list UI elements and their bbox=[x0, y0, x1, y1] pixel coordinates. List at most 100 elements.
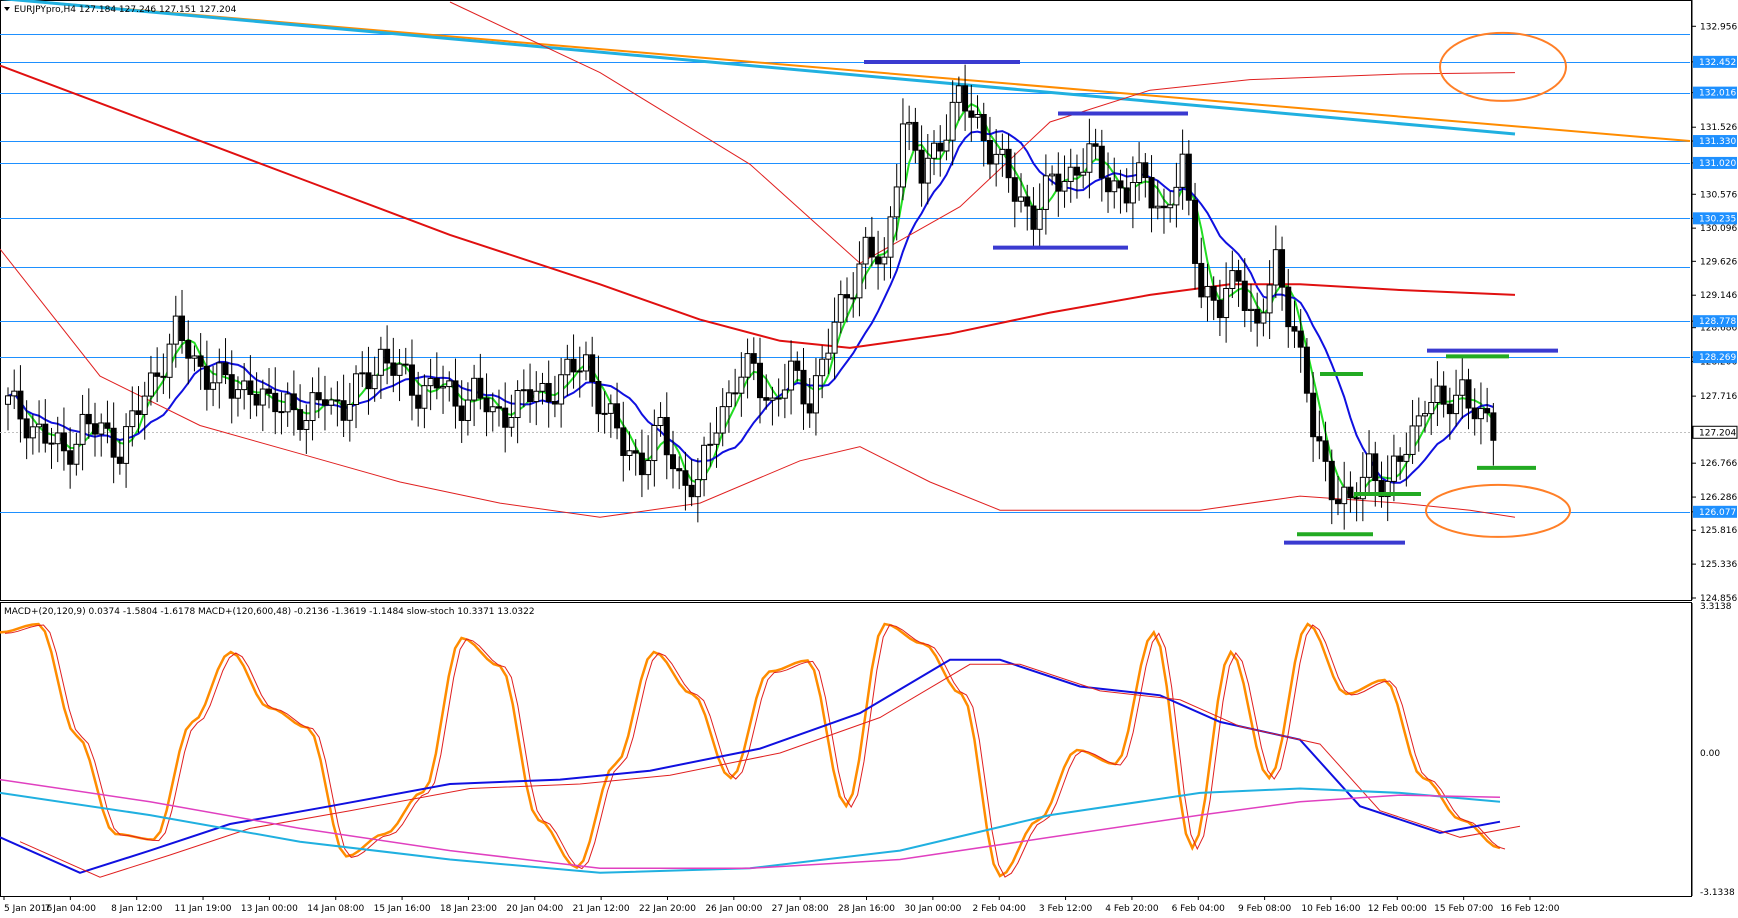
candle-body bbox=[775, 397, 782, 400]
candle-body bbox=[303, 420, 310, 430]
candle-body bbox=[1055, 173, 1062, 192]
level-price-badge bbox=[1693, 55, 1737, 68]
candle-body bbox=[502, 407, 509, 428]
chart-menu-triangle-icon[interactable] bbox=[4, 7, 10, 11]
candle-body bbox=[620, 427, 627, 456]
oscillator-title: MACD+(20,120,9) 0.0374 -1.5804 -1.6178 M… bbox=[4, 607, 535, 617]
candle-body bbox=[1148, 177, 1155, 209]
candle-body bbox=[837, 294, 844, 323]
candle-body bbox=[1216, 299, 1223, 319]
candle-body bbox=[1061, 180, 1068, 192]
candle-body bbox=[1247, 308, 1254, 311]
candle-body bbox=[757, 362, 763, 399]
candle-body bbox=[1446, 403, 1453, 415]
candle-body bbox=[595, 381, 602, 415]
candle-body bbox=[1049, 173, 1056, 177]
candle-body bbox=[1403, 453, 1410, 462]
candle-body bbox=[545, 382, 552, 403]
candle-body bbox=[850, 297, 857, 300]
current-price-badge-label: 127.204 bbox=[1699, 428, 1736, 438]
candle-body bbox=[427, 377, 434, 387]
candle-body bbox=[278, 411, 285, 414]
time-tick-label: 12 Feb 00:00 bbox=[1368, 904, 1427, 914]
candle-body bbox=[551, 401, 558, 405]
candle-body bbox=[489, 406, 496, 413]
macd-slow-signal-line bbox=[0, 778, 1501, 870]
candle-body bbox=[1384, 480, 1391, 498]
price-panel bbox=[0, 0, 1692, 601]
candle-body bbox=[1279, 249, 1286, 288]
level-price-badge-label: 131.330 bbox=[1699, 137, 1736, 147]
time-tick-label: 27 Jan 08:00 bbox=[772, 904, 829, 914]
candle-body bbox=[999, 148, 1006, 155]
candle-body bbox=[1129, 182, 1136, 204]
candle-body bbox=[1484, 408, 1491, 414]
candle-body bbox=[651, 424, 658, 462]
candle-body bbox=[446, 380, 453, 388]
candle-body bbox=[825, 352, 832, 360]
candle-body bbox=[955, 85, 962, 103]
candle-body bbox=[688, 484, 695, 498]
candle-body bbox=[359, 372, 366, 375]
candle-body bbox=[92, 423, 99, 435]
annotation-marks bbox=[864, 31, 1571, 545]
time-tick-label: 22 Jan 20:00 bbox=[639, 904, 696, 914]
time-tick-label: 7 Jan 04:00 bbox=[45, 904, 97, 914]
candle-body bbox=[135, 410, 142, 415]
candle-body bbox=[831, 321, 838, 354]
time-tick-label: 11 Jan 19:00 bbox=[175, 904, 232, 914]
candle-body bbox=[116, 456, 123, 464]
candle-body bbox=[85, 413, 92, 425]
candle-body bbox=[23, 418, 30, 439]
time-tick-label: 9 Feb 08:00 bbox=[1238, 904, 1292, 914]
candle-body bbox=[1254, 308, 1261, 324]
candle-body bbox=[1229, 270, 1236, 289]
candle-body bbox=[315, 392, 322, 401]
candle-body bbox=[781, 389, 788, 399]
level-price-badge-label: 126.077 bbox=[1699, 508, 1736, 518]
candle-body bbox=[129, 410, 136, 428]
candle-body bbox=[881, 256, 888, 265]
candle-body bbox=[334, 399, 341, 402]
candle-body bbox=[1428, 401, 1435, 415]
candle-body bbox=[1210, 285, 1217, 301]
time-tick-label: 21 Jan 12:00 bbox=[573, 904, 630, 914]
candle-body bbox=[1316, 436, 1323, 442]
candle-body bbox=[931, 142, 938, 159]
time-tick-label: 3 Feb 12:00 bbox=[1039, 904, 1093, 914]
candle-body bbox=[79, 413, 86, 445]
candle-body bbox=[614, 403, 621, 429]
candle-body bbox=[371, 374, 378, 390]
blue-ma-line bbox=[7, 130, 1494, 484]
candle-body bbox=[259, 388, 266, 406]
price-tick-label: 127.716 bbox=[1700, 392, 1737, 402]
candle-body bbox=[328, 399, 335, 406]
time-tick-label: 26 Jan 00:00 bbox=[705, 904, 762, 914]
candle-body bbox=[464, 399, 471, 421]
candle-body bbox=[297, 409, 304, 430]
candle-body bbox=[520, 389, 527, 392]
candle-body bbox=[1117, 180, 1124, 189]
candle-body bbox=[1347, 486, 1354, 499]
price-tick-label: 129.626 bbox=[1700, 257, 1737, 267]
candle-body bbox=[421, 385, 428, 409]
price-tick-label: 126.286 bbox=[1700, 493, 1737, 503]
candle-body bbox=[1123, 187, 1130, 204]
level-price-badge bbox=[1693, 135, 1737, 148]
candle-body bbox=[707, 443, 714, 446]
candle-body bbox=[906, 121, 913, 125]
candle-body bbox=[676, 468, 683, 472]
candle-body bbox=[682, 470, 689, 486]
cyan-trendline bbox=[0, 0, 1516, 136]
candle-body bbox=[862, 236, 869, 265]
candle-body bbox=[806, 403, 813, 414]
candle-body bbox=[607, 403, 614, 414]
candle-body bbox=[582, 354, 589, 372]
candle-body bbox=[471, 377, 478, 401]
candle-body bbox=[744, 353, 751, 378]
level-price-badge-label: 128.778 bbox=[1699, 317, 1736, 327]
candle-body bbox=[669, 454, 676, 470]
candle-body bbox=[769, 397, 776, 401]
candle-body bbox=[29, 426, 36, 439]
trendlines bbox=[0, 0, 1691, 143]
